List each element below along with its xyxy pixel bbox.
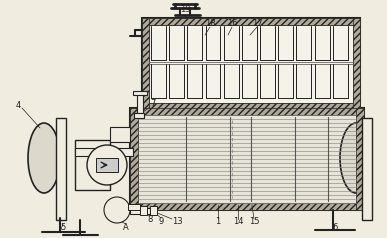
Bar: [142, 18, 360, 25]
Bar: [75, 140, 110, 190]
Ellipse shape: [28, 123, 60, 193]
Text: 19: 19: [180, 5, 190, 15]
Text: 1: 1: [216, 218, 221, 227]
Bar: [133, 91, 147, 95]
Bar: [142, 103, 360, 110]
Circle shape: [87, 145, 127, 185]
Text: 4: 4: [15, 100, 21, 109]
Text: 5: 5: [60, 223, 66, 233]
Bar: [130, 203, 364, 210]
Text: 15: 15: [249, 218, 259, 227]
Bar: [362, 118, 372, 220]
Text: 9: 9: [158, 218, 164, 227]
Bar: [130, 108, 364, 210]
Bar: [110, 127, 130, 142]
Bar: [140, 206, 147, 215]
Bar: [130, 108, 138, 210]
Bar: [353, 18, 360, 110]
Text: 17: 17: [252, 20, 262, 29]
Bar: [75, 148, 133, 156]
Bar: [142, 18, 360, 110]
Text: 16: 16: [227, 20, 237, 29]
Bar: [134, 113, 144, 118]
Bar: [96, 158, 118, 172]
Bar: [130, 108, 364, 115]
Bar: [142, 18, 149, 110]
Bar: [356, 108, 364, 210]
Bar: [130, 208, 150, 214]
Bar: [128, 204, 140, 210]
Bar: [149, 25, 353, 103]
Text: 7: 7: [150, 99, 156, 109]
Text: 13: 13: [172, 218, 182, 227]
Ellipse shape: [340, 123, 372, 193]
Text: A: A: [123, 223, 129, 233]
Bar: [137, 93, 143, 113]
Text: 14: 14: [233, 218, 243, 227]
Bar: [56, 118, 66, 220]
Text: 8: 8: [147, 215, 153, 224]
Circle shape: [104, 197, 130, 223]
Text: 18: 18: [205, 20, 215, 29]
Text: 6: 6: [332, 223, 338, 233]
Bar: [138, 115, 356, 203]
Bar: [150, 206, 157, 215]
